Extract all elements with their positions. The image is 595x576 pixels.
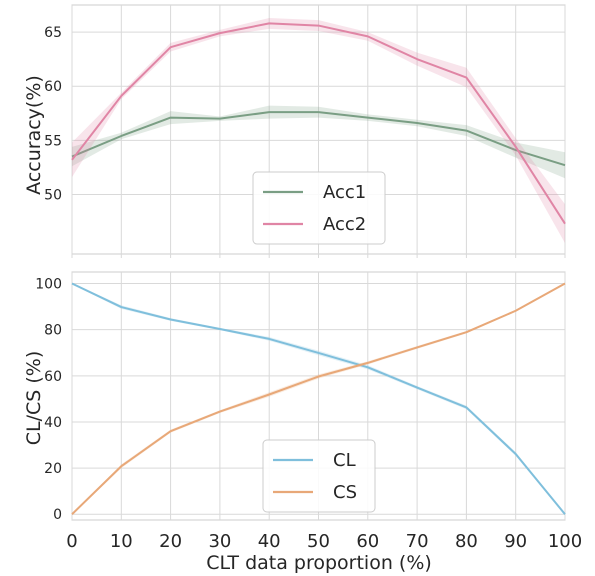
bottom-y-tick-label: 80: [44, 323, 62, 339]
x-tick-label: 10: [110, 531, 133, 552]
x-tick-label: 100: [548, 531, 582, 552]
series-acc2-line: [71, 22, 566, 225]
legend-acc1-label: Acc1: [323, 182, 366, 203]
bottom-y-tick-label: 0: [53, 507, 62, 523]
x-tick-label: 30: [208, 531, 231, 552]
series-cl-line: [71, 282, 566, 515]
x-tick-label: 60: [356, 531, 379, 552]
top-y-tick-label: 65: [44, 25, 62, 41]
accuracy-panel: 50 55 60 65 Acc1 Acc2: [44, 4, 566, 258]
bottom-y-tick-label: 60: [44, 369, 62, 385]
bottom-y-tick-label: 100: [35, 277, 62, 293]
top-legend: [252, 171, 386, 245]
bottom-legend: [262, 439, 376, 513]
bottom-y-tick-label: 40: [44, 415, 62, 431]
x-axis-label: CLT data proportion (%): [206, 552, 432, 574]
x-tick-label: 20: [159, 531, 182, 552]
x-tick-label: 50: [307, 531, 330, 552]
legend-cl-label: CL: [333, 450, 356, 471]
top-y-axis-label: Accuracy(%): [23, 75, 45, 195]
series-acc1-band: [72, 105, 565, 179]
x-tick-label: 70: [406, 531, 429, 552]
legend-cs-label: CS: [333, 482, 357, 503]
x-tick-label: 40: [258, 531, 281, 552]
top-y-tick-label: 55: [44, 133, 62, 149]
legend-acc2-label: Acc2: [323, 214, 366, 235]
x-tick-label: 80: [455, 531, 478, 552]
x-tick-label: 0: [66, 531, 77, 552]
bottom-y-axis-label: CL/CS (%): [23, 351, 45, 446]
x-tick-label: 90: [504, 531, 527, 552]
series-acc2-band: [72, 17, 565, 244]
cl-cs-panel: 0 20 40 60 80 100 0 10 20 30 40 50 60 70 80 90 100 CL CS: [35, 271, 582, 552]
top-y-tick-label: 50: [44, 187, 62, 203]
series-cs-line: [71, 282, 566, 515]
top-y-tick-label: 60: [44, 79, 62, 95]
series-acc1-line: [71, 111, 566, 167]
bottom-y-tick-label: 20: [44, 461, 62, 477]
